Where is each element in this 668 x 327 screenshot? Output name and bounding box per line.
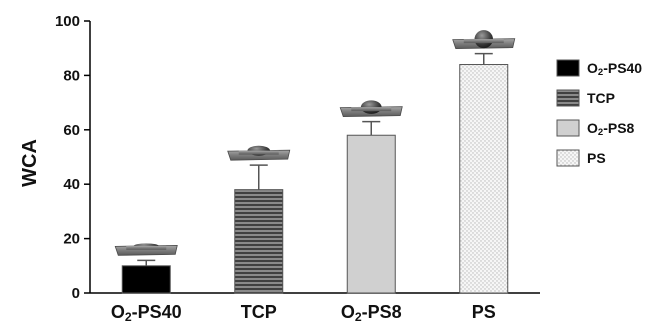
label-main: O: [111, 302, 125, 322]
legend-swatch: [556, 149, 580, 167]
bar: [234, 189, 284, 294]
legend-label: TCP: [587, 90, 615, 106]
x-category-label: TCP: [241, 302, 277, 322]
y-tick-label: 60: [63, 122, 80, 139]
legend-swatch: [556, 59, 580, 77]
label-subscript: 2: [355, 310, 362, 324]
error-bars: [137, 52, 493, 266]
droplet-annotation: [227, 145, 291, 161]
label-rest: -PS8: [603, 120, 634, 136]
y-axis-label: WCA: [19, 139, 41, 187]
label-subscript: 2: [125, 310, 132, 324]
label-subscript: 2: [598, 67, 603, 78]
y-tick-label: 0: [72, 285, 80, 302]
y-tick-labels: 0 20 40 60 80 100: [55, 13, 80, 302]
legend-swatch: [556, 89, 580, 107]
slab-top-cover: [351, 107, 392, 112]
label-rest: -PS8: [362, 302, 402, 322]
label-main: PS: [472, 302, 496, 322]
slab-top-cover: [238, 150, 279, 155]
droplet-annotation: [452, 30, 516, 50]
droplet-annotation: [339, 100, 403, 118]
label-rest: -PS40: [132, 302, 182, 322]
x-category-label: O2-PS8: [341, 302, 402, 324]
y-tick-label: 80: [63, 67, 80, 84]
label-main: O: [587, 120, 598, 136]
x-category-label: PS: [472, 302, 496, 322]
bar: [459, 64, 509, 294]
y-tick-label: 40: [63, 176, 80, 193]
label-main: TCP: [241, 302, 277, 322]
x-category-label: O2-PS40: [111, 302, 182, 324]
legend-label: O2-PS40: [587, 60, 642, 78]
bar: [346, 134, 396, 294]
label-main: TCP: [587, 90, 615, 106]
slab-top-cover: [126, 245, 167, 250]
slab-top-cover: [463, 39, 504, 44]
legend-swatch: [556, 119, 580, 137]
droplet-annotation: [114, 243, 178, 256]
label-rest: -PS40: [603, 60, 642, 76]
label-main: PS: [587, 150, 606, 166]
legend-label: PS: [587, 150, 606, 166]
label-main: O: [587, 60, 598, 76]
label-subscript: 2: [598, 127, 603, 138]
legend-label: O2-PS8: [587, 120, 635, 138]
y-tick-label: 100: [55, 13, 80, 30]
bars: [121, 64, 509, 294]
y-tick-label: 20: [63, 231, 80, 248]
bar: [121, 265, 171, 294]
droplet-annotations: [114, 30, 516, 256]
x-category-labels: O2-PS40 TCP O2-PS8 PS: [111, 302, 496, 324]
label-main: O: [341, 302, 355, 322]
